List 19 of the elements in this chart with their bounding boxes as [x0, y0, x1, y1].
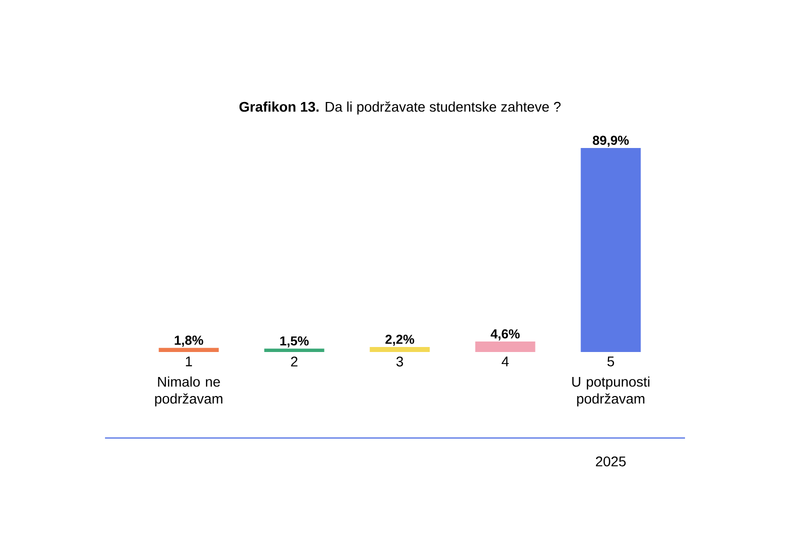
text: 2025 — [596, 456, 626, 466]
bar — [580, 148, 641, 352]
chart-title: Grafikon 13. Da li podržavate studentske zahteve ? — [239, 101, 561, 115]
data-label: 4,6% — [490, 329, 520, 340]
bar — [158, 348, 219, 352]
bar — [264, 348, 324, 352]
data-label: 1,5% — [280, 336, 309, 348]
x-tick-label: 1 — [186, 356, 192, 366]
x-tick-label: 4 — [502, 356, 509, 366]
data-label: 1,8% — [174, 336, 204, 347]
x-tick-label: 3 — [396, 356, 404, 367]
bar — [370, 346, 430, 352]
text: Nimalo ne podržavam — [155, 376, 222, 406]
data-label: 2,2% — [385, 334, 414, 346]
x-tick-label: 2 — [291, 356, 298, 366]
x-tick-label: 5 — [607, 356, 614, 366]
bar — [475, 342, 536, 352]
text: U potpunosti podržavam — [572, 376, 650, 406]
data-label: 89,9% — [592, 136, 629, 147]
